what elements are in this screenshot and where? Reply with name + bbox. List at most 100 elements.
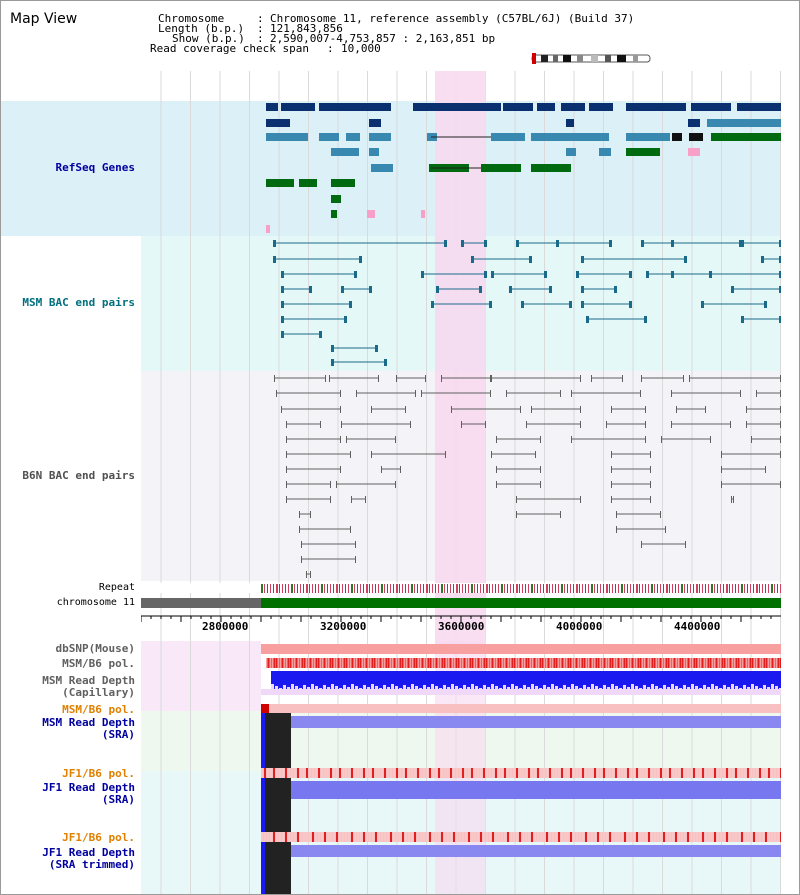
repeat-element: [708, 584, 709, 593]
repeat-element: [678, 584, 679, 593]
depth-gap: [343, 685, 346, 690]
jf1-pol2-density: [471, 832, 473, 842]
jf1-pol-density: [696, 768, 698, 778]
refseq-gene-feature: [711, 133, 781, 141]
jf1-pol2-density: [516, 832, 518, 842]
jf1-pol2-density: [630, 832, 632, 842]
jf1-pol2-density: [276, 832, 278, 842]
msm-bac-end: [644, 316, 647, 323]
repeat-element: [621, 584, 623, 593]
chromosome-ideogram[interactable]: [529, 52, 653, 66]
track-label-dbsnp[interactable]: dbSNP(Mouse): [55, 642, 135, 655]
msm-bac-end: [421, 271, 424, 278]
repeat-element: [765, 584, 766, 593]
pol-density: [434, 658, 435, 668]
b6n-bac-end: [616, 511, 617, 518]
depth-gap: [379, 688, 382, 693]
jf1-pol-density: [300, 768, 302, 778]
depth-gap: [683, 685, 686, 690]
pol-density: [752, 658, 753, 668]
jf1-pol-density: [558, 768, 560, 778]
pol-density: [736, 658, 737, 668]
pol-density: [698, 658, 699, 668]
track-label-jf1-b6-pol-2[interactable]: JF1/B6 pol.: [62, 831, 135, 844]
refseq-gene-feature: [423, 103, 501, 111]
depth-gap: [359, 688, 362, 693]
repeat-element: [360, 584, 361, 593]
track-label-jf1-b6-pol[interactable]: JF1/B6 pol.: [62, 767, 135, 780]
b6n-bac-end: [580, 421, 581, 428]
pol-density: [438, 658, 439, 668]
header-colon-1: :: [257, 12, 264, 25]
repeat-element: [663, 584, 664, 593]
b6n-bac-end: [346, 436, 347, 443]
track-label-msm-b6-pol[interactable]: MSM/B6 pol.: [62, 657, 135, 670]
jf1-pol2-density: [414, 832, 416, 842]
b6n-bac-end: [665, 526, 666, 533]
track-label-b6n-bac[interactable]: B6N BAC end pairs: [22, 469, 135, 482]
pol-density: [560, 658, 561, 668]
track-label-msm-depth-cap-1[interactable]: MSM Read Depth: [42, 674, 135, 687]
msm-bac-end: [359, 256, 362, 263]
track-label-jf1-depth-sra-1[interactable]: JF1 Read Depth: [42, 781, 135, 794]
refseq-gene-feature: [737, 103, 781, 111]
track-label-msm-b6-pol-2[interactable]: MSM/B6 pol.: [62, 703, 135, 716]
pol-density: [770, 658, 771, 668]
repeat-element: [525, 584, 526, 593]
track-canvas[interactable]: [141, 71, 781, 894]
jf1-pol2-density: [465, 832, 467, 842]
refseq-gene-feature: [688, 119, 700, 127]
header-chromosome-value: Chromosome 11, reference assembly (C57BL…: [270, 12, 635, 25]
b6n-bac-end: [355, 556, 356, 563]
track-label-msm-depth-sra-1[interactable]: MSM Read Depth: [42, 716, 135, 729]
depth-gap: [319, 688, 322, 693]
track-panel[interactable]: [141, 71, 781, 894]
depth-gap: [491, 684, 494, 689]
pol-density: [370, 658, 371, 668]
jf1-pol-density: [408, 768, 410, 778]
pol-density: [706, 658, 707, 668]
pol-density: [540, 658, 541, 668]
jf1-pol-density: [522, 768, 524, 778]
jf1-pol-density: [462, 768, 464, 778]
jf1-pol-density: [672, 768, 674, 778]
refseq-gene-feature: [369, 133, 391, 141]
pol-density: [530, 658, 531, 668]
jf1-pol2-density: [564, 832, 566, 842]
jf1-pol2-density: [393, 832, 395, 842]
repeat-element: [270, 584, 271, 593]
jf1-pol2-density: [507, 832, 509, 842]
b6n-bac-end: [535, 451, 536, 458]
jf1-pol2-density: [705, 832, 707, 842]
pol-density: [588, 658, 589, 668]
depth-gap: [399, 688, 402, 693]
pol-density: [596, 658, 597, 668]
jf1-pol2-density: [597, 832, 599, 842]
jf1-pol2-density: [417, 832, 419, 842]
jf1-pol-density: [657, 768, 659, 778]
msm-bac-end: [319, 331, 322, 338]
jf1-pol2-density: [402, 832, 404, 842]
msm-depth-sra: [291, 716, 781, 728]
depth-gap: [563, 685, 566, 690]
repeat-element: [444, 584, 445, 593]
jf1-pol-density: [333, 768, 335, 778]
b6n-bac-end: [780, 481, 781, 488]
repeat-element: [495, 584, 496, 593]
pol-density: [762, 658, 763, 668]
track-label-msm-bac[interactable]: MSM BAC end pairs: [22, 296, 135, 309]
refseq-gene-feature: [331, 210, 337, 218]
track-label-refseq-genes[interactable]: RefSeq Genes: [55, 161, 135, 174]
track-label-jf1-depth-trim-1[interactable]: JF1 Read Depth: [42, 846, 135, 859]
pol-density: [740, 658, 741, 668]
depth-gap: [619, 688, 622, 693]
pol-density: [732, 658, 733, 668]
repeat-element: [393, 584, 394, 593]
jf1-pol-density: [708, 768, 710, 778]
jf1-pol-density: [660, 768, 662, 778]
jf1-pol-density: [261, 768, 263, 778]
depth-gap: [331, 684, 334, 689]
msm-bac-end: [273, 256, 276, 263]
refseq-gene-feature: [413, 103, 423, 111]
msm-bac-end: [484, 240, 487, 247]
